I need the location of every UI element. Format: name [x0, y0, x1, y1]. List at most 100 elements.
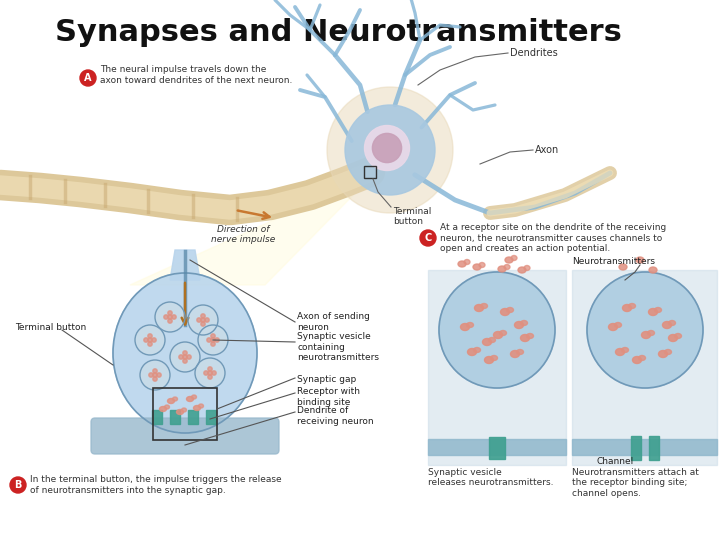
Ellipse shape: [181, 408, 186, 412]
Ellipse shape: [516, 349, 523, 354]
Text: Direction of
nerve impulse: Direction of nerve impulse: [211, 225, 275, 245]
Ellipse shape: [518, 267, 526, 273]
Circle shape: [179, 355, 183, 359]
Circle shape: [587, 272, 703, 388]
Ellipse shape: [473, 264, 481, 270]
Text: B: B: [14, 480, 22, 490]
Ellipse shape: [479, 262, 485, 267]
Ellipse shape: [649, 308, 657, 315]
Text: Neurotransmitters attach at
the receptor binding site;
channel opens.: Neurotransmitters attach at the receptor…: [572, 468, 699, 498]
Circle shape: [195, 358, 225, 388]
Ellipse shape: [458, 261, 466, 267]
Ellipse shape: [521, 334, 529, 341]
Circle shape: [157, 373, 161, 377]
Ellipse shape: [621, 348, 629, 353]
Ellipse shape: [482, 339, 492, 346]
Ellipse shape: [467, 322, 474, 327]
Circle shape: [186, 355, 192, 359]
Ellipse shape: [619, 264, 627, 270]
Text: Terminal button: Terminal button: [15, 323, 86, 333]
Ellipse shape: [113, 273, 257, 433]
FancyBboxPatch shape: [428, 270, 566, 465]
Text: Synaptic vesicle
containing
neurotransmitters: Synaptic vesicle containing neurotransmi…: [297, 332, 379, 362]
Circle shape: [148, 342, 152, 346]
Circle shape: [208, 367, 212, 371]
Ellipse shape: [364, 125, 410, 171]
Ellipse shape: [675, 334, 682, 339]
Bar: [364, 166, 376, 178]
Text: Synaptic vesicle
releases neurotransmitters.: Synaptic vesicle releases neurotransmitt…: [428, 468, 554, 488]
Ellipse shape: [490, 355, 498, 361]
Circle shape: [420, 230, 436, 246]
FancyBboxPatch shape: [91, 418, 279, 454]
Circle shape: [208, 375, 212, 379]
Ellipse shape: [665, 349, 672, 354]
Polygon shape: [130, 175, 373, 285]
Ellipse shape: [173, 397, 178, 401]
Ellipse shape: [511, 255, 517, 260]
Ellipse shape: [636, 257, 644, 263]
Ellipse shape: [474, 305, 484, 312]
Ellipse shape: [668, 334, 678, 341]
Circle shape: [201, 322, 205, 326]
Ellipse shape: [515, 321, 523, 328]
Bar: [170, 410, 180, 424]
Circle shape: [172, 315, 176, 319]
Circle shape: [168, 319, 172, 323]
Bar: [153, 388, 217, 440]
Circle shape: [197, 318, 201, 322]
Bar: [572, 439, 717, 455]
Bar: [188, 410, 198, 424]
Ellipse shape: [616, 348, 624, 355]
Ellipse shape: [521, 321, 528, 326]
Ellipse shape: [504, 265, 510, 269]
Circle shape: [149, 373, 153, 377]
Circle shape: [211, 338, 215, 342]
Text: Terminal
button: Terminal button: [393, 207, 431, 226]
Ellipse shape: [668, 321, 675, 326]
Circle shape: [135, 325, 165, 355]
Circle shape: [208, 371, 212, 375]
Circle shape: [153, 377, 157, 381]
Text: The neural impulse travels down the
axon toward dendrites of the next neuron.: The neural impulse travels down the axon…: [100, 65, 292, 85]
Ellipse shape: [464, 260, 470, 265]
Circle shape: [212, 371, 216, 375]
Ellipse shape: [505, 257, 513, 263]
Ellipse shape: [639, 355, 646, 361]
Text: Synaptic gap: Synaptic gap: [297, 375, 356, 384]
Circle shape: [144, 338, 148, 342]
Circle shape: [140, 360, 170, 390]
Circle shape: [80, 70, 96, 86]
Polygon shape: [170, 250, 200, 280]
Ellipse shape: [629, 303, 636, 308]
Ellipse shape: [662, 321, 672, 328]
Circle shape: [198, 325, 228, 355]
Text: Receptor with
binding site: Receptor with binding site: [297, 387, 360, 407]
Circle shape: [183, 355, 187, 359]
Circle shape: [211, 334, 215, 338]
Circle shape: [207, 338, 211, 342]
Circle shape: [170, 342, 200, 372]
Ellipse shape: [642, 332, 650, 339]
Circle shape: [10, 477, 26, 493]
Circle shape: [211, 342, 215, 346]
Bar: [489, 437, 505, 459]
Ellipse shape: [461, 323, 469, 330]
Ellipse shape: [614, 322, 621, 327]
Ellipse shape: [480, 303, 487, 308]
Text: At a receptor site on the dendrite of the receiving
neuron, the neurotransmitter: At a receptor site on the dendrite of th…: [440, 223, 666, 253]
Text: In the terminal button, the impulse triggers the release
of neurotransmitters in: In the terminal button, the impulse trig…: [30, 475, 282, 495]
Ellipse shape: [474, 348, 480, 353]
Ellipse shape: [160, 407, 166, 411]
Circle shape: [201, 314, 205, 318]
Ellipse shape: [168, 399, 174, 403]
Bar: [206, 410, 216, 424]
Circle shape: [164, 315, 168, 319]
Ellipse shape: [485, 356, 493, 363]
Text: A: A: [84, 73, 91, 83]
Text: Neurotransmitters: Neurotransmitters: [572, 258, 655, 267]
Circle shape: [204, 371, 208, 375]
Circle shape: [215, 338, 219, 342]
Ellipse shape: [467, 348, 477, 355]
Bar: [152, 410, 162, 424]
